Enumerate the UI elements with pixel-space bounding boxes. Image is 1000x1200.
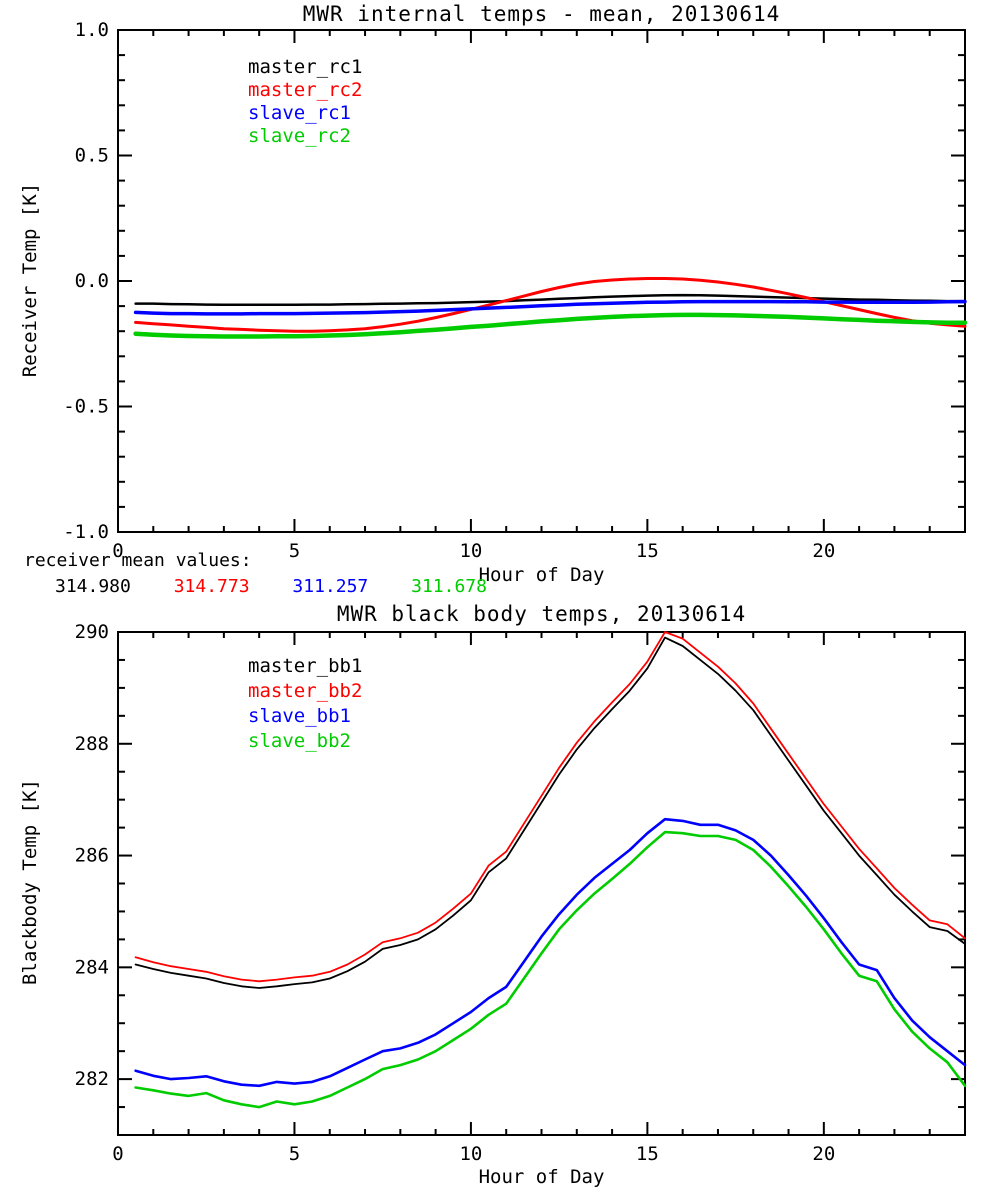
chart2-x-axis-label: Hour of Day — [478, 1166, 605, 1188]
y-tick-label: 288 — [75, 733, 109, 755]
plot-frame — [117, 29, 966, 533]
chart1-x-axis-label: Hour of Day — [478, 564, 605, 586]
chart1-legend: master_rc1 master_rc2 slave_rc1 slave_rc… — [248, 56, 362, 148]
legend-label-slave_rc1: slave_rc1 — [248, 102, 351, 124]
receiver-mean-values-label: receiver mean values: — [24, 550, 252, 571]
y-tick-label: 0.0 — [75, 270, 109, 292]
master_bb1-line — [134, 636, 966, 989]
legend-item: master_bb1 — [248, 654, 362, 679]
receiver-mean-values: 314.980 314.773 311.257 311.678 — [55, 576, 519, 597]
x-tick-label: 20 — [812, 1143, 835, 1165]
y-tick-label: 284 — [75, 956, 109, 978]
legend-label-master_rc1: master_rc1 — [248, 56, 363, 78]
legend-label-master_rc2: master_rc2 — [248, 79, 363, 101]
slave_rc2-line — [133, 312, 968, 339]
x-tick-label: 5 — [289, 1143, 300, 1165]
y-tick-label: 286 — [75, 845, 109, 867]
legend-item: slave_rc1 — [248, 102, 362, 125]
y-tick-label: 282 — [75, 1068, 109, 1090]
legend-label-slave_rc2: slave_rc2 — [248, 125, 351, 147]
chart2-y-axis-label: Blackbody Temp [K] — [19, 779, 41, 985]
y-tick-label: -0.5 — [63, 396, 109, 418]
legend-item: slave_bb2 — [248, 729, 362, 754]
y-tick-label: -1.0 — [63, 521, 109, 543]
chart1-title: MWR internal temps - mean, 20130614 — [302, 2, 781, 26]
mean-value-master_rc1: 314.980 — [55, 576, 131, 597]
x-tick-label: 5 — [289, 540, 300, 562]
slave_rc1-line — [133, 299, 967, 316]
x-tick-label: 20 — [812, 540, 835, 562]
mean-value-master_rc2: 314.773 — [173, 576, 250, 597]
plot-frame — [117, 631, 966, 1136]
slave_bb1-line — [134, 817, 967, 1088]
legend-item: master_rc2 — [248, 79, 362, 102]
legend-item: master_rc1 — [248, 56, 362, 79]
slave_bb2-line — [134, 830, 967, 1109]
chart2-title: MWR black body temps, 20130614 — [336, 602, 747, 626]
y-tick-label: 290 — [75, 621, 109, 643]
y-tick-label: 1.0 — [75, 19, 109, 41]
y-tick-label: 0.5 — [75, 145, 109, 167]
x-tick-label: 0 — [112, 540, 123, 562]
legend-label-slave_bb1: slave_bb1 — [248, 705, 351, 727]
mean-value-slave_rc2: 311.678 — [411, 576, 487, 597]
mean-value-slave_rc1: 311.257 — [292, 576, 369, 597]
x-tick-label: 15 — [636, 1143, 659, 1165]
legend-item: master_bb2 — [248, 679, 362, 704]
x-tick-label: 10 — [459, 540, 482, 562]
master_bb2-line — [134, 631, 966, 983]
chart2-plot-area: 0 5 10 15 20 290 288 286 284 282 — [75, 621, 967, 1165]
legend-label-master_bb1: master_bb1 — [248, 655, 363, 677]
legend-item: slave_bb1 — [248, 704, 362, 729]
x-tick-label: 0 — [112, 1143, 123, 1165]
chart1-y-axis-label: Receiver Temp [K] — [19, 182, 41, 378]
legend-item: slave_rc2 — [248, 125, 362, 148]
x-tick-label: 10 — [459, 1143, 482, 1165]
chart1-plot-area: 0 5 10 15 20 1.0 0.5 0.0 -0.5 -1.0 — [63, 19, 968, 562]
legend-label-slave_bb2: slave_bb2 — [248, 730, 351, 752]
chart2-legend: master_bb1 master_bb2 slave_bb1 slave_bb… — [248, 654, 362, 754]
master_rc1-line — [134, 293, 967, 307]
x-tick-label: 15 — [636, 540, 659, 562]
legend-label-master_bb2: master_bb2 — [248, 680, 363, 702]
